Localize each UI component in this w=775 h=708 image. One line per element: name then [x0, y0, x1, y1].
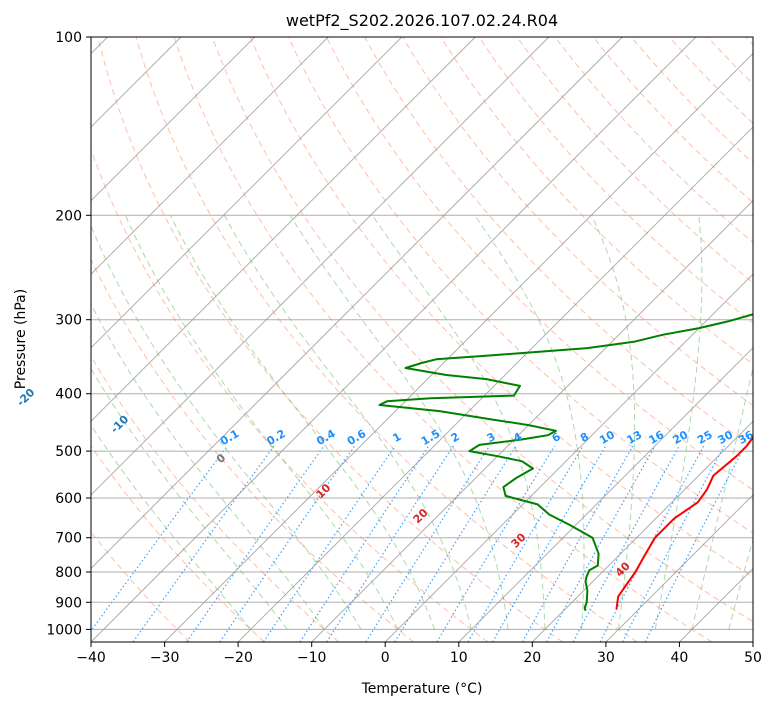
y-tick-label: 700: [55, 531, 82, 547]
mixing-ratio-line: [521, 445, 634, 642]
isotherm-line: [237, 126, 753, 642]
dry-adiabat-line: [592, 37, 753, 204]
dry-adiabat-line: [91, 445, 265, 642]
mixing-ratio-line: [365, 445, 491, 642]
isotherm-line: [91, 37, 697, 642]
isotherm-line: [91, 37, 623, 570]
x-tick-label: −10: [297, 650, 327, 666]
moist-adiabat-line: [124, 215, 399, 630]
mixing-ratio-line: [644, 445, 746, 642]
isotherm-line: [91, 37, 476, 423]
moist-adiabat-line: [91, 302, 325, 630]
dry-adiabat-line: [97, 37, 563, 642]
isotherm-line: [91, 37, 403, 349]
isotherm-line: [311, 199, 753, 642]
x-tick-label: 20: [523, 650, 541, 666]
y-tick-label: 100: [55, 30, 82, 46]
dry-adiabat-line: [135, 37, 638, 642]
mixing-ratio-line: [299, 445, 430, 642]
dewpoint-profile-line: [378, 313, 753, 612]
mixing-ratio-line: [91, 445, 228, 632]
dry-adiabat-line: [326, 37, 753, 491]
dry-adiabat-line: [249, 37, 753, 578]
mixing-ratio-line: [467, 445, 584, 642]
mixing-ratio-line: [572, 445, 680, 642]
isotherm-line: [531, 420, 753, 642]
x-tick-label: 10: [450, 650, 468, 666]
y-tick-label: 800: [55, 565, 82, 581]
isotherm-line: [384, 273, 753, 642]
x-tick-label: −30: [150, 650, 180, 666]
mixing-ratio-line: [132, 445, 275, 642]
isotherm-line: [605, 494, 753, 642]
dry-adiabat-line: [211, 37, 753, 623]
temperature-profile-line: [615, 435, 753, 610]
isotherm-line: [164, 52, 753, 642]
dry-adiabat-line: [91, 258, 414, 642]
mixing-ratio-line: [326, 445, 454, 642]
x-tick-label: 40: [670, 650, 688, 666]
plot-area: -100-90-80-70-60-50-40-30-20-10010203040…: [14, 36, 756, 643]
mixing-ratio-line: [492, 445, 607, 642]
dry-adiabat-line: [287, 37, 753, 534]
dry-adiabat-line: [173, 37, 713, 642]
y-tick-label: 1000: [46, 622, 82, 638]
y-tick-label: 400: [55, 387, 82, 403]
mixing-ratio-line: [546, 445, 656, 642]
x-axis-label: Temperature (°C): [361, 681, 483, 697]
y-tick-label: 500: [55, 444, 82, 460]
x-tick-label: −40: [76, 650, 106, 666]
dry-adiabat-line: [630, 37, 753, 164]
dry-adiabat-line: [478, 37, 753, 324]
isotherm-line: [91, 37, 256, 202]
isotherm-line: [91, 37, 550, 496]
x-tick-label: −20: [223, 650, 253, 666]
isotherm-line: [458, 347, 753, 642]
isotherm-line: [91, 37, 329, 275]
y-axis: 100 200 300 400 500 600 700 800 900 1000: [46, 30, 91, 638]
mixing-ratio-line: [262, 445, 396, 642]
chart-title: wetPf2_S202.2026.107.02.24.R04: [286, 11, 558, 31]
x-axis: −40 −30 −20 −10 0 10 20 30 40 50: [76, 642, 762, 666]
series-layer: [378, 313, 753, 612]
y-tick-label: 200: [55, 208, 82, 224]
y-axis-label: Pressure (hPa): [13, 289, 29, 389]
isotherm-line: [752, 641, 753, 642]
plot-background: [91, 37, 753, 642]
plot-frame: [90, 36, 754, 643]
dry-adiabat-line: [402, 37, 753, 407]
x-tick-label: 0: [381, 650, 390, 666]
x-tick-label: 50: [744, 650, 762, 666]
y-tick-label: 600: [55, 491, 82, 507]
grid-lines: [91, 37, 753, 642]
y-tick-label: 900: [55, 595, 82, 611]
y-tick-label: 300: [55, 313, 82, 329]
x-tick-label: 30: [597, 650, 615, 666]
